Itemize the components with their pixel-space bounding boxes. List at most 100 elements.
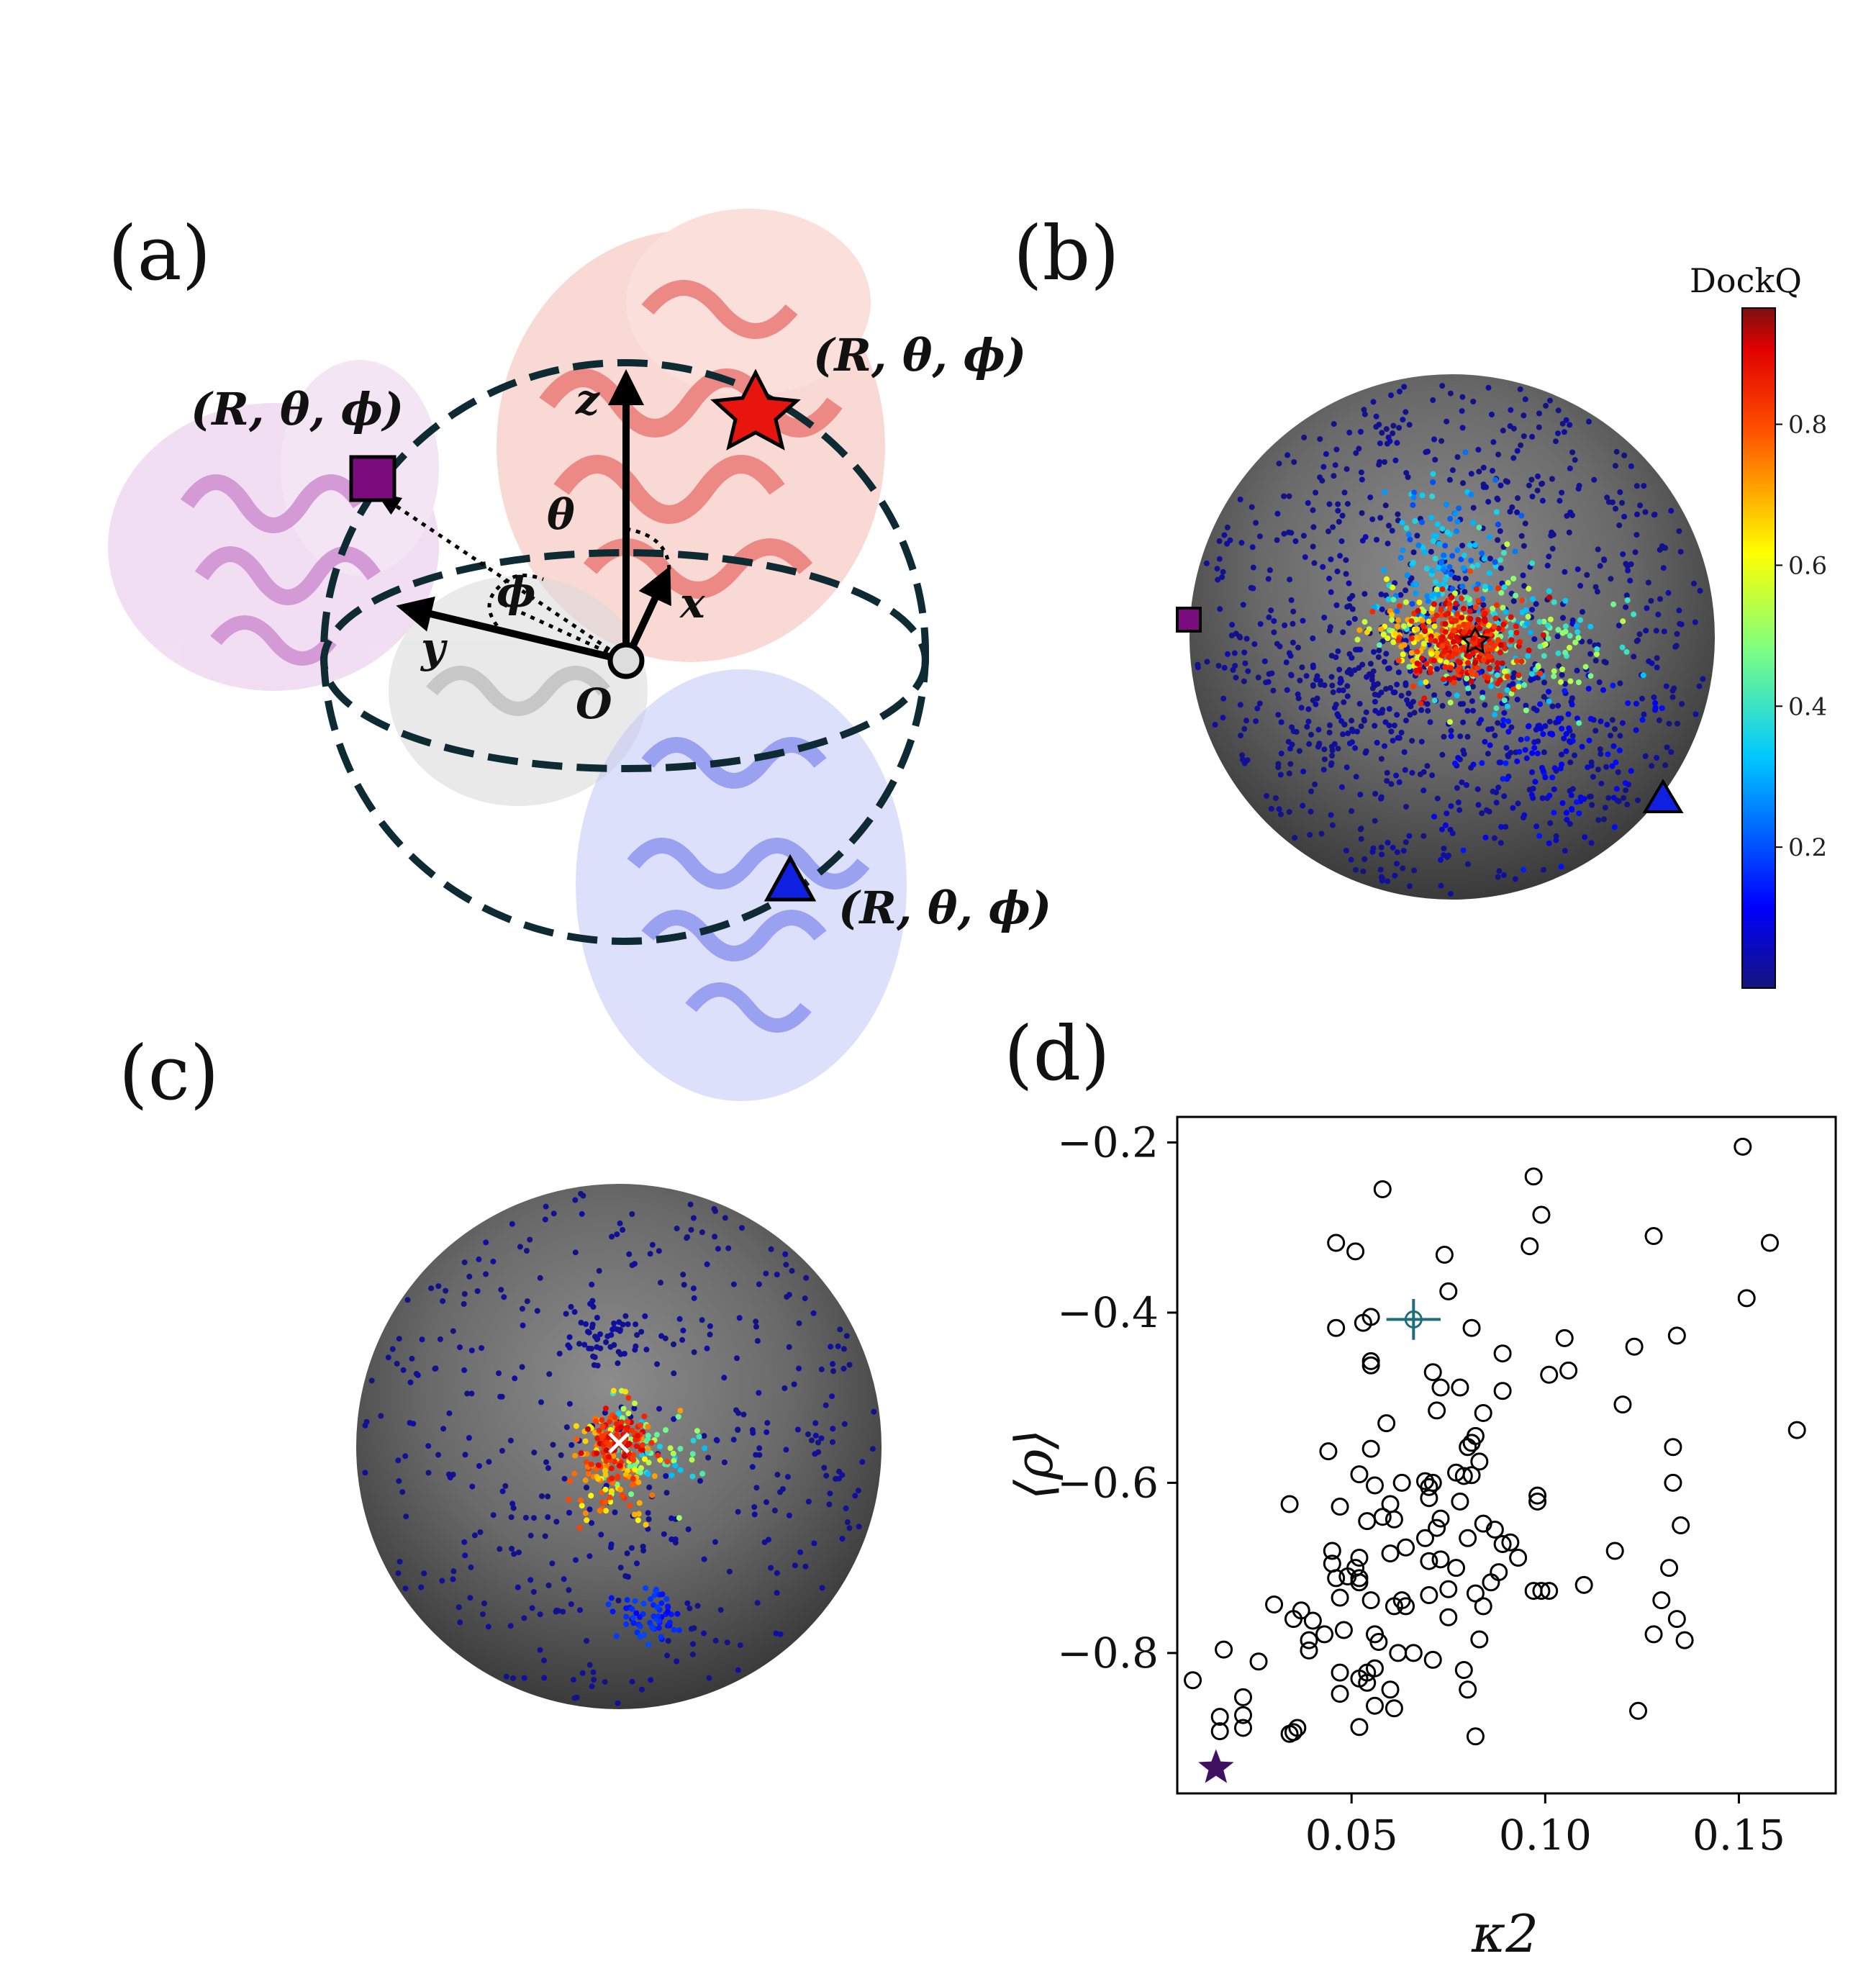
dockq-point bbox=[1619, 644, 1626, 651]
dockq-point bbox=[1426, 618, 1432, 625]
dockq-point bbox=[1523, 755, 1530, 761]
dockq-point bbox=[1447, 700, 1454, 706]
scatter-point bbox=[1439, 1608, 1458, 1626]
dockq-point bbox=[1336, 519, 1342, 525]
dockq-point bbox=[1456, 505, 1462, 512]
scatter-point bbox=[1315, 1625, 1334, 1644]
dockq-point bbox=[1232, 663, 1238, 669]
dockq-point bbox=[1343, 764, 1350, 771]
dockq-point bbox=[1195, 661, 1201, 668]
dockq-point bbox=[1241, 725, 1248, 732]
dockq-point bbox=[1574, 667, 1580, 674]
colorbar-tick-label: 0.6 bbox=[1788, 551, 1827, 580]
scatter-point bbox=[1454, 1661, 1473, 1680]
dockq-point bbox=[1216, 538, 1223, 544]
dockq-point bbox=[643, 1585, 649, 1591]
dockq-point bbox=[1446, 476, 1453, 483]
dockq-point bbox=[1277, 811, 1284, 818]
dockq-point bbox=[690, 1215, 697, 1221]
dockq-point bbox=[1460, 847, 1467, 854]
dockq-point bbox=[1310, 543, 1316, 550]
dockq-point bbox=[545, 1465, 551, 1471]
scatter-point bbox=[1423, 1650, 1442, 1669]
dockq-point bbox=[594, 1450, 600, 1457]
dockq-point bbox=[645, 1471, 651, 1477]
dockq-point bbox=[1441, 552, 1447, 558]
y-tick-label: −0.6 bbox=[1057, 1458, 1159, 1507]
dockq-point bbox=[607, 1344, 614, 1350]
dockq-point bbox=[598, 1531, 604, 1538]
dockq-point bbox=[1316, 742, 1322, 748]
dockq-point bbox=[1310, 682, 1316, 688]
dockq-point bbox=[1389, 612, 1395, 618]
dockq-point bbox=[476, 1463, 482, 1469]
dockq-point bbox=[1420, 833, 1427, 839]
dockq-point bbox=[740, 1411, 747, 1418]
dockq-point bbox=[508, 1514, 515, 1521]
scatter-point bbox=[1234, 1706, 1252, 1724]
scatter-point bbox=[1327, 1569, 1346, 1588]
dockq-point bbox=[1662, 762, 1669, 769]
dockq-point bbox=[1446, 691, 1452, 697]
dockq-point bbox=[1216, 556, 1223, 562]
dockq-point bbox=[1644, 605, 1650, 611]
dockq-point bbox=[461, 1300, 467, 1307]
dockq-point bbox=[1439, 643, 1446, 649]
dockq-point bbox=[1561, 429, 1567, 435]
dockq-point bbox=[1556, 497, 1563, 504]
dockq-point bbox=[1249, 504, 1255, 510]
dockq-point bbox=[689, 1451, 696, 1457]
dockq-point bbox=[1214, 566, 1220, 572]
dockq-point bbox=[1604, 721, 1610, 728]
dockq-point bbox=[1331, 741, 1338, 747]
dockq-point bbox=[563, 1311, 569, 1317]
dockq-point bbox=[614, 1231, 620, 1238]
dockq-point bbox=[871, 1408, 877, 1415]
dockq-point bbox=[1460, 701, 1467, 707]
dockq-point bbox=[1564, 512, 1570, 519]
dockq-point bbox=[1344, 683, 1351, 689]
dockq-point bbox=[1486, 808, 1492, 815]
dockq-point bbox=[1447, 891, 1454, 897]
dockq-point bbox=[764, 1420, 771, 1426]
dockq-point bbox=[1592, 658, 1599, 664]
dockq-point bbox=[587, 1300, 594, 1307]
dockq-point bbox=[1456, 807, 1463, 813]
dockq-point bbox=[1518, 512, 1525, 519]
dockq-point bbox=[664, 1622, 671, 1629]
scatter-point bbox=[1625, 1337, 1644, 1356]
dockq-point bbox=[1567, 759, 1574, 766]
dockq-point bbox=[1377, 866, 1384, 873]
dockq-point bbox=[1497, 759, 1504, 766]
dockq-point bbox=[1492, 563, 1499, 570]
dockq-point bbox=[1465, 861, 1471, 867]
dockq-point bbox=[1358, 825, 1364, 832]
dockq-point bbox=[630, 1620, 637, 1626]
dockq-point bbox=[786, 1344, 792, 1350]
dockq-point bbox=[647, 1251, 653, 1257]
dockq-point bbox=[1276, 806, 1282, 813]
dockq-point bbox=[751, 1511, 758, 1518]
dockq-point bbox=[466, 1273, 473, 1280]
dockq-point bbox=[1535, 664, 1541, 670]
dockq-point bbox=[1256, 533, 1263, 540]
dockq-point bbox=[1574, 715, 1580, 722]
scatter-point bbox=[1300, 1631, 1318, 1649]
dockq-point bbox=[1462, 589, 1468, 595]
dockq-point bbox=[1567, 465, 1573, 471]
dockq-point bbox=[1272, 795, 1279, 801]
scatter-point bbox=[1350, 1573, 1369, 1592]
dockq-point bbox=[633, 1443, 640, 1449]
dockq-point bbox=[1278, 751, 1284, 756]
dockq-point bbox=[1516, 639, 1523, 646]
dockq-point bbox=[633, 1610, 640, 1616]
dockq-point bbox=[657, 1457, 663, 1463]
x-tick-label: 0.05 bbox=[1305, 1811, 1398, 1860]
dockq-point bbox=[531, 1449, 538, 1456]
dockq-point bbox=[1563, 417, 1569, 423]
dockq-point bbox=[1531, 675, 1537, 682]
dockq-point bbox=[1396, 779, 1403, 785]
dockq-point bbox=[823, 1472, 830, 1479]
dockq-point bbox=[1625, 567, 1631, 574]
dockq-point bbox=[1400, 848, 1407, 854]
